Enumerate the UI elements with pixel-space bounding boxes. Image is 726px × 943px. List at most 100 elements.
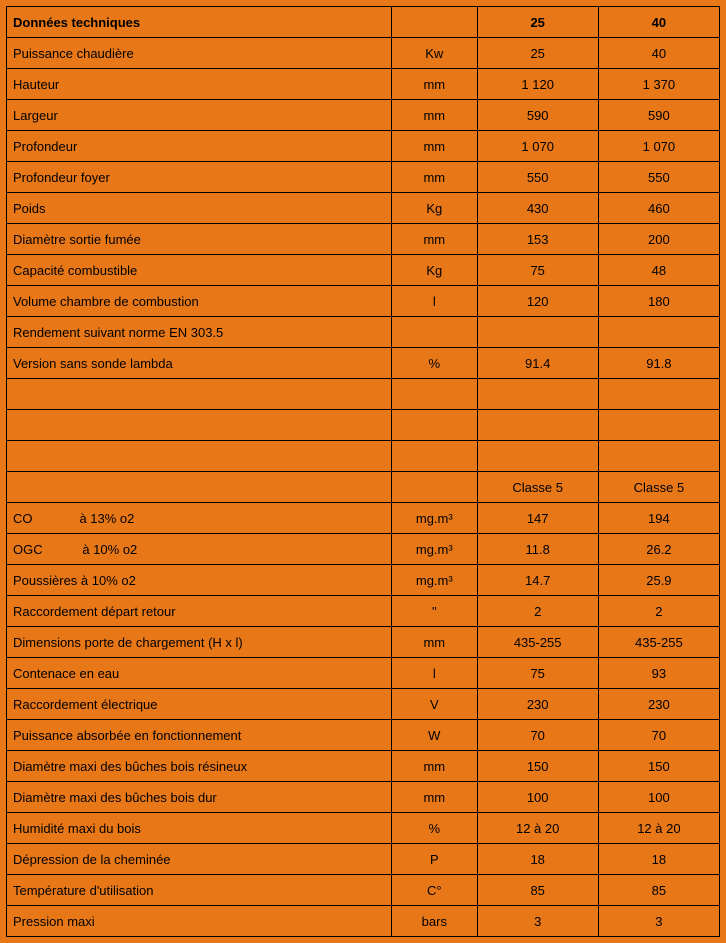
- row-value-1: [477, 317, 598, 348]
- table-row: Profondeur foyermm550550: [7, 162, 720, 193]
- table-row: [7, 441, 720, 472]
- table-row: Raccordement électriqueV230230: [7, 689, 720, 720]
- row-unit: mg.m³: [392, 565, 478, 596]
- row-value-1: 147: [477, 503, 598, 534]
- row-value-1: 18: [477, 844, 598, 875]
- tech-data-table: Données techniques 25 40 Puissance chaud…: [6, 6, 720, 937]
- row-value-2: 40: [598, 38, 719, 69]
- row-unit: mm: [392, 69, 478, 100]
- row-unit: [392, 379, 478, 410]
- row-unit: Kw: [392, 38, 478, 69]
- row-unit: mm: [392, 100, 478, 131]
- row-unit: mg.m³: [392, 534, 478, 565]
- row-unit: [392, 441, 478, 472]
- row-label: Raccordement départ retour: [7, 596, 392, 627]
- table-row: Dimensions porte de chargement (H x l)mm…: [7, 627, 720, 658]
- row-value-2: 550: [598, 162, 719, 193]
- header-unit: [392, 7, 478, 38]
- row-value-1: [477, 441, 598, 472]
- row-value-2: 85: [598, 875, 719, 906]
- row-label: Diamètre sortie fumée: [7, 224, 392, 255]
- table-row: Diamètre sortie fuméemm153200: [7, 224, 720, 255]
- row-label: Hauteur: [7, 69, 392, 100]
- row-value-2: [598, 410, 719, 441]
- row-value-1: 120: [477, 286, 598, 317]
- row-value-1: [477, 379, 598, 410]
- row-value-1: [477, 410, 598, 441]
- table-row: Classe 5Classe 5: [7, 472, 720, 503]
- row-unit: mg.m³: [392, 503, 478, 534]
- row-value-1: 14.7: [477, 565, 598, 596]
- table-row: Volume chambre de combustionl120180: [7, 286, 720, 317]
- row-value-1: 153: [477, 224, 598, 255]
- row-value-1: 430: [477, 193, 598, 224]
- row-label: OGC à 10% o2: [7, 534, 392, 565]
- row-label: Humidité maxi du bois: [7, 813, 392, 844]
- row-value-1: 550: [477, 162, 598, 193]
- table-row: PoidsKg430460: [7, 193, 720, 224]
- row-value-1: Classe 5: [477, 472, 598, 503]
- row-label: Puissance absorbée en fonctionnement: [7, 720, 392, 751]
- table-row: Diamètre maxi des bûches bois résineuxmm…: [7, 751, 720, 782]
- row-value-1: 25: [477, 38, 598, 69]
- table-row: Largeurmm590590: [7, 100, 720, 131]
- row-label: Largeur: [7, 100, 392, 131]
- table-row: Contenace en eaul7593: [7, 658, 720, 689]
- row-label: [7, 379, 392, 410]
- row-unit: mm: [392, 162, 478, 193]
- row-value-2: 1 070: [598, 131, 719, 162]
- row-value-1: 3: [477, 906, 598, 937]
- row-value-1: 12 à 20: [477, 813, 598, 844]
- table-row: [7, 379, 720, 410]
- table-row: Hauteurmm1 1201 370: [7, 69, 720, 100]
- row-value-2: 12 à 20: [598, 813, 719, 844]
- row-value-1: 75: [477, 658, 598, 689]
- table-row: Pression maxibars33: [7, 906, 720, 937]
- row-value-2: 435-255: [598, 627, 719, 658]
- row-value-2: 590: [598, 100, 719, 131]
- row-value-1: 435-255: [477, 627, 598, 658]
- table-row: Raccordement départ retour"22: [7, 596, 720, 627]
- table-row: Puissance absorbée en fonctionnementW707…: [7, 720, 720, 751]
- row-value-1: 11.8: [477, 534, 598, 565]
- row-label: Dimensions porte de chargement (H x l): [7, 627, 392, 658]
- row-value-2: 18: [598, 844, 719, 875]
- row-unit: %: [392, 813, 478, 844]
- row-unit: [392, 472, 478, 503]
- table-header-row: Données techniques 25 40: [7, 7, 720, 38]
- table-row: Diamètre maxi des bûches bois durmm10010…: [7, 782, 720, 813]
- row-value-2: [598, 441, 719, 472]
- row-label: Puissance chaudière: [7, 38, 392, 69]
- row-value-1: 1 120: [477, 69, 598, 100]
- row-value-2: 25.9: [598, 565, 719, 596]
- row-unit: mm: [392, 751, 478, 782]
- row-value-2: 3: [598, 906, 719, 937]
- row-label: Diamètre maxi des bûches bois dur: [7, 782, 392, 813]
- row-value-2: 194: [598, 503, 719, 534]
- table-row: Humidité maxi du bois%12 à 2012 à 20: [7, 813, 720, 844]
- row-label: [7, 441, 392, 472]
- row-label: Dépression de la cheminée: [7, 844, 392, 875]
- row-unit: W: [392, 720, 478, 751]
- row-label: Raccordement électrique: [7, 689, 392, 720]
- row-label: Capacité combustible: [7, 255, 392, 286]
- row-unit: l: [392, 286, 478, 317]
- row-value-2: 1 370: [598, 69, 719, 100]
- row-value-2: 26.2: [598, 534, 719, 565]
- row-value-2: [598, 317, 719, 348]
- row-label: [7, 410, 392, 441]
- row-value-1: 230: [477, 689, 598, 720]
- row-unit: [392, 410, 478, 441]
- row-value-1: 590: [477, 100, 598, 131]
- row-value-2: 150: [598, 751, 719, 782]
- header-model-2: 40: [598, 7, 719, 38]
- row-label: Contenace en eau: [7, 658, 392, 689]
- row-label: Volume chambre de combustion: [7, 286, 392, 317]
- row-value-2: 230: [598, 689, 719, 720]
- row-value-1: 70: [477, 720, 598, 751]
- row-unit: mm: [392, 782, 478, 813]
- row-unit: ": [392, 596, 478, 627]
- table-row: Rendement suivant norme EN 303.5: [7, 317, 720, 348]
- row-value-1: 2: [477, 596, 598, 627]
- table-row: Capacité combustibleKg7548: [7, 255, 720, 286]
